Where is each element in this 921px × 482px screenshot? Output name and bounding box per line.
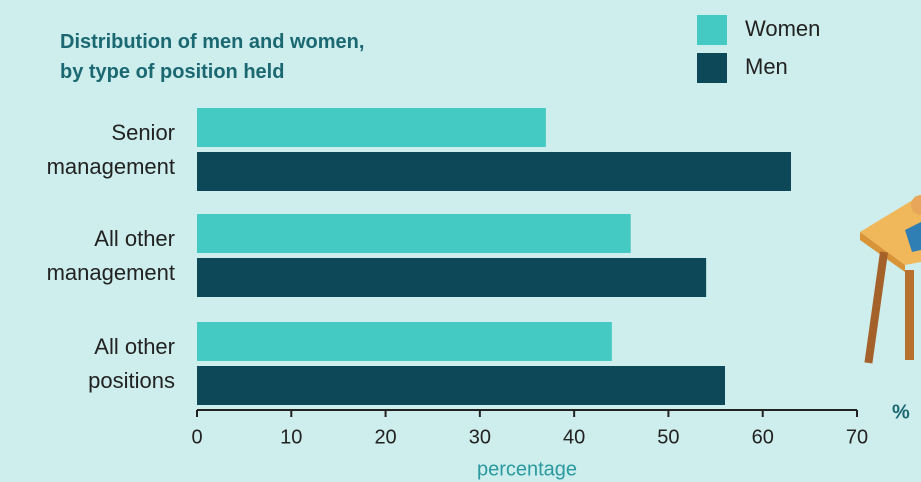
x-tick-label: 40	[563, 426, 585, 448]
x-tick-label: 30	[469, 426, 491, 448]
bar	[197, 258, 706, 297]
x-tick-label: 10	[280, 426, 302, 448]
x-tick-label: 60	[752, 426, 774, 448]
chart-title: Distribution of men and women, by type o…	[60, 27, 364, 87]
legend-label: Women	[745, 16, 820, 41]
desk-illustration	[860, 195, 921, 363]
bar	[197, 322, 612, 361]
x-tick-label: 20	[374, 426, 396, 448]
bar	[197, 366, 725, 405]
unit-label: %	[892, 401, 910, 423]
bar	[197, 108, 546, 147]
chart: 0 10 20 30 40 50 60 70 percentage% Women Men Distr…	[0, 0, 921, 482]
y-tick-label: All other positions	[0, 330, 175, 398]
y-tick-label: Senior management	[0, 116, 175, 184]
legend-swatch	[697, 15, 727, 45]
bar	[197, 214, 631, 253]
bar	[197, 152, 791, 191]
x-tick-label: 0	[191, 426, 202, 448]
legend-swatch	[697, 53, 727, 83]
x-tick-label: 50	[657, 426, 679, 448]
legend-label: Men	[745, 54, 788, 79]
x-axis-label: percentage	[477, 458, 577, 480]
x-tick-label: 70	[846, 426, 868, 448]
y-tick-label: All other management	[0, 222, 175, 290]
